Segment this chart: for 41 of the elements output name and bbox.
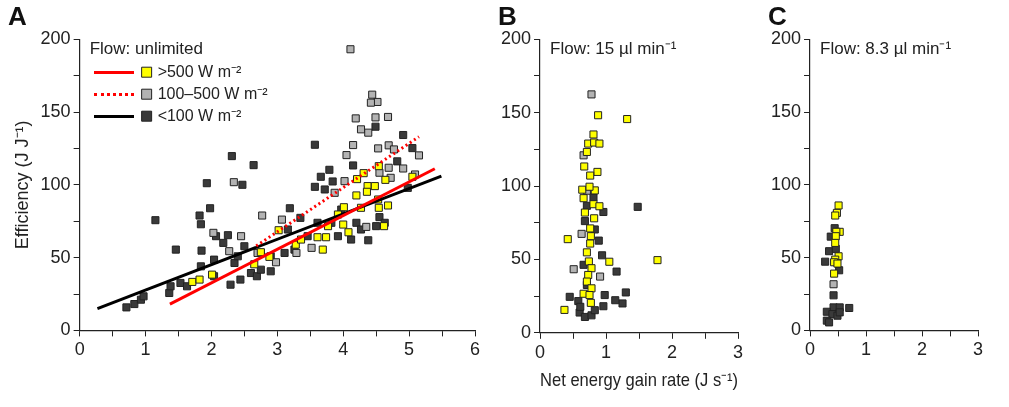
x-tick-label: 0 <box>805 339 816 360</box>
x-tick-label: 2 <box>917 339 928 360</box>
y-tick-label: 50 <box>50 246 71 267</box>
y-tick-label: 200 <box>500 28 532 49</box>
x-tick-label: 3 <box>732 341 744 362</box>
y-tick-label: 50 <box>511 248 532 269</box>
y-axis-title: Efficiency (J J⁻¹) <box>11 120 32 250</box>
y-tick-label: 150 <box>40 100 71 121</box>
x-tick-label: 2 <box>206 339 217 360</box>
x-tick-label: 2 <box>667 341 678 362</box>
y-tick-label: 200 <box>40 28 71 49</box>
x-tick-label: 1 <box>140 339 151 360</box>
y-tick-label: 0 <box>60 319 71 340</box>
y-tick-label: 150 <box>770 100 802 121</box>
x-tick-label: 1 <box>861 339 872 360</box>
chart-subtitle: Flow: unlimited <box>89 39 204 59</box>
x-tick-label: 4 <box>338 339 349 360</box>
chart-title: C <box>768 0 787 31</box>
y-tick-label: 200 <box>770 28 802 49</box>
legend-label: <100 W m⁻² <box>157 106 242 124</box>
y-tick-label: 100 <box>770 173 802 194</box>
chart-subtitle: Flow: 15 µl min⁻¹ <box>550 39 677 59</box>
chart-title: A <box>8 0 27 31</box>
x-tick-label: 0 <box>535 341 546 362</box>
x-tick-label: 0 <box>74 339 85 360</box>
legend-label: >500 W m⁻² <box>157 62 242 80</box>
y-tick-label: 100 <box>40 173 71 194</box>
chart-title: B <box>498 0 517 31</box>
x-tick-label: 1 <box>601 341 612 362</box>
x-tick-label: 5 <box>404 339 415 360</box>
x-tick-label: 6 <box>469 339 481 360</box>
y-tick-label: 150 <box>500 101 532 122</box>
x-axis-title: Net energy gain rate (J s⁻¹) <box>540 369 739 391</box>
y-tick-label: 0 <box>521 321 532 342</box>
legend-label: 100–500 W m⁻² <box>157 84 269 102</box>
x-tick-label: 3 <box>972 339 984 360</box>
x-tick-label: 3 <box>272 339 283 360</box>
y-tick-label: 0 <box>791 319 802 340</box>
chart-subtitle: Flow: 8.3 µl min⁻¹ <box>820 39 952 59</box>
y-tick-label: 100 <box>500 174 532 195</box>
y-tick-label: 50 <box>781 246 802 267</box>
